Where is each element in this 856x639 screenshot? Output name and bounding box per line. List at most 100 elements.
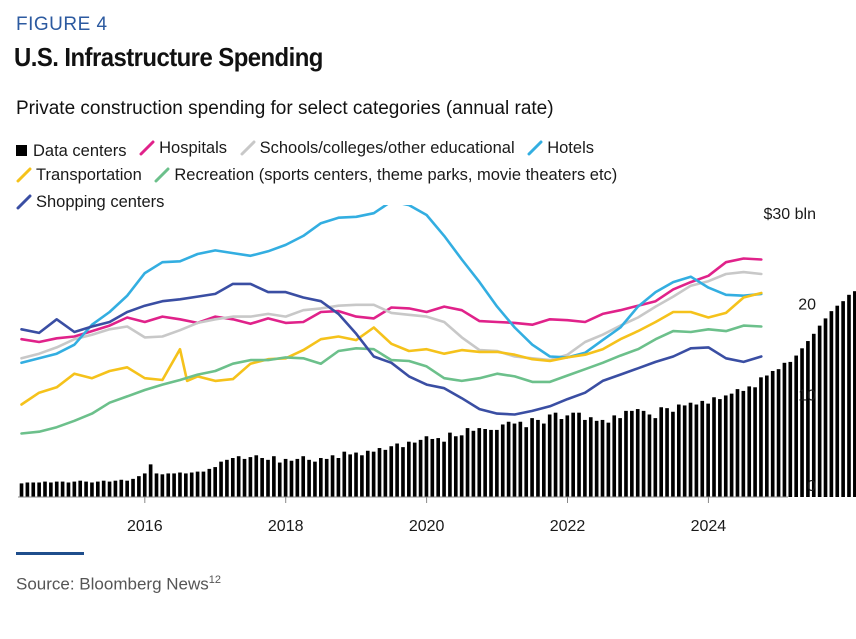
- bar-data-centers: [395, 443, 399, 497]
- figure-label: FIGURE 4: [16, 14, 108, 35]
- legend-swatch-line: [240, 140, 256, 156]
- bar-data-centers: [835, 305, 840, 497]
- legend-item-transportation: Transportation: [16, 163, 142, 187]
- x-tick-label: 2020: [409, 518, 445, 535]
- y-tick-label: 10: [798, 387, 816, 404]
- bar-data-centers: [195, 471, 200, 497]
- legend-label: Transportation: [36, 166, 142, 184]
- x-tick-label: 2024: [691, 518, 727, 535]
- bar-data-centers: [119, 479, 124, 497]
- bar-data-centers: [676, 404, 681, 497]
- bar-data-centers: [741, 390, 746, 497]
- bar-data-centers: [747, 386, 752, 497]
- legend-item-recreation: Recreation (sports centers, theme parks,…: [154, 163, 617, 187]
- bar-data-centers: [712, 397, 716, 497]
- bar-data-centers: [418, 439, 423, 497]
- bar-data-centers: [788, 361, 793, 497]
- bar-data-centers: [806, 341, 810, 497]
- bar-data-centers: [154, 473, 159, 497]
- bar-data-centers: [624, 410, 628, 497]
- bar-data-centers: [553, 412, 558, 497]
- chart-legend: Data centers Hospitals Schools/colleges/…: [16, 136, 736, 217]
- bar-data-centers: [753, 387, 757, 497]
- legend-swatch-square: [16, 145, 27, 156]
- bar-data-centers: [90, 482, 94, 497]
- legend-label: Schools/colleges/other educational: [259, 139, 515, 157]
- bar-data-centers: [107, 481, 112, 497]
- bar-data-centers: [342, 451, 347, 497]
- bar-data-centers: [407, 441, 411, 497]
- bar-data-centers: [489, 429, 493, 497]
- x-tick-label: 2022: [550, 518, 586, 535]
- source-text: Source: Bloomberg News: [16, 574, 209, 594]
- bar-data-centers: [371, 451, 376, 497]
- bar-data-centers: [360, 455, 364, 497]
- bar-data-centers: [436, 438, 441, 497]
- bar-data-centers: [794, 355, 798, 497]
- bar-data-centers: [512, 423, 517, 497]
- chart-plot-area: 2016 2018 2020 2022 2024 0 10 20 $30 bln: [18, 205, 856, 535]
- bar-data-centers: [236, 456, 241, 497]
- bar-data-centers: [495, 429, 499, 497]
- bar-data-centers: [671, 411, 675, 497]
- bar-data-centers: [630, 410, 634, 497]
- bar-data-centers: [101, 480, 106, 497]
- bar-data-centers: [647, 414, 652, 497]
- bar-data-centers: [559, 419, 564, 497]
- bar-data-centers: [412, 442, 417, 497]
- bar-data-centers: [189, 472, 194, 497]
- bar-data-centers: [641, 410, 646, 497]
- bar-data-centers: [448, 432, 452, 497]
- bar-data-centers: [500, 424, 505, 497]
- bar-data-centers: [588, 417, 593, 497]
- bar-data-centers: [694, 404, 699, 497]
- bar-data-centers: [266, 459, 270, 497]
- bar-data-centers: [424, 436, 429, 497]
- bar-data-centers: [43, 481, 47, 497]
- bar-data-centers: [776, 369, 781, 497]
- bar-data-centers: [336, 458, 341, 497]
- divider-rule: [16, 552, 84, 555]
- legend-swatch-line: [527, 140, 543, 156]
- bar-data-centers: [612, 415, 617, 497]
- series-line-4: [20, 324, 763, 435]
- bar-data-centers: [800, 348, 804, 497]
- bar-data-centers: [577, 412, 581, 497]
- bar-data-centers: [465, 428, 470, 497]
- bar-data-centers: [853, 291, 856, 497]
- bar-data-centers: [201, 471, 206, 497]
- bar-data-centers: [565, 415, 570, 497]
- bar-data-centers: [172, 473, 176, 497]
- bar-data-centers: [659, 407, 664, 497]
- legend-label: Recreation (sports centers, theme parks,…: [174, 166, 618, 184]
- bar-data-centers: [635, 409, 640, 497]
- bar-data-centers: [230, 458, 235, 497]
- bar-data-centers: [289, 460, 294, 497]
- legend-label: Shopping centers: [36, 193, 165, 211]
- bar-data-centers: [37, 482, 41, 497]
- legend-item-shopping-centers: Shopping centers: [16, 190, 164, 214]
- bar-data-centers: [594, 420, 599, 497]
- bar-data-centers: [682, 405, 687, 497]
- bar-data-centers: [765, 375, 769, 497]
- series-line-3: [20, 291, 763, 406]
- bar-data-centers: [706, 403, 710, 497]
- bar-data-centers: [283, 458, 288, 497]
- bar-data-centers: [225, 459, 229, 497]
- bar-data-centers: [84, 481, 88, 497]
- legend-label: Hospitals: [159, 139, 228, 157]
- legend-swatch-line: [139, 140, 155, 156]
- legend-swatch-line: [16, 167, 32, 183]
- bar-data-centers: [207, 468, 212, 497]
- bar-data-centers: [530, 418, 534, 497]
- legend-item-hotels: Hotels: [527, 136, 594, 160]
- bar-data-centers: [547, 414, 552, 497]
- bar-data-centers: [313, 461, 317, 497]
- bar-data-centers: [348, 454, 352, 497]
- bar-data-centers: [178, 472, 182, 497]
- bar-data-centers: [125, 480, 129, 497]
- bar-data-centers: [506, 421, 511, 497]
- legend-swatch-line: [154, 167, 170, 183]
- bar-data-centers: [213, 467, 217, 497]
- bar-data-centers: [770, 370, 775, 497]
